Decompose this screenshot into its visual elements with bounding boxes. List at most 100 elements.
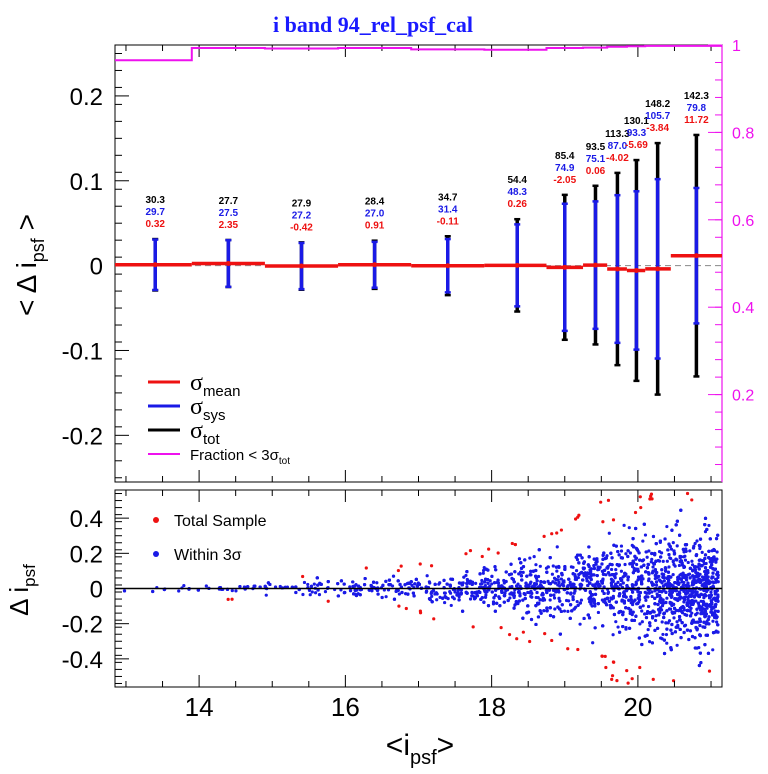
within-3sigma-point [204,584,208,588]
within-3sigma-point [546,565,550,569]
within-3sigma-point [633,554,637,558]
within-3sigma-point [690,568,695,572]
within-3sigma-point [706,617,710,622]
within-3sigma-point [624,627,628,631]
within-3sigma-point [493,565,497,569]
within-3sigma-point [595,557,599,561]
within-3sigma-point [371,580,376,584]
within-3sigma-point [636,567,640,571]
within-3sigma-point [654,614,658,618]
within-3sigma-point [650,557,654,561]
within-3sigma-point [616,625,620,629]
within-3sigma-point [640,559,645,563]
within-3sigma-point [632,545,636,549]
within-3sigma-point [548,613,553,618]
within-3sigma-point [495,601,499,605]
within-3sigma-point [582,566,586,570]
within-3sigma-point [671,584,675,588]
within-3sigma-point [688,629,693,633]
within-3sigma-point [661,559,665,563]
within-3sigma-point [607,599,611,603]
within-3sigma-point [647,611,651,615]
top-panel: -0.2 -0.1 0 0.1 0.2 0.2 0.4 0.6 0.8 1 30.329.70.3… [11,38,754,483]
tot-label: 113.3 [605,129,630,140]
within-3sigma-point [537,548,541,552]
within-3sigma-point [614,544,618,548]
total-sample-point [230,597,234,601]
within-3sigma-point [630,564,635,569]
within-3sigma-point [596,610,601,615]
within-3sigma-point [670,603,674,607]
within-3sigma-point [545,606,549,610]
within-3sigma-point [697,567,701,571]
within-3sigma-point [701,607,705,611]
within-3sigma-point [627,598,631,602]
within-3sigma-point [483,595,488,599]
within-3sigma-point [310,590,314,594]
within-3sigma-point [474,581,478,585]
scatter-points [122,491,720,685]
total-sample-point [566,647,570,651]
within-3sigma-point [664,600,668,605]
within-3sigma-point [428,597,432,602]
within-3sigma-point [531,584,535,589]
within-3sigma-point [678,533,682,537]
within-3sigma-point [697,606,701,610]
within-3sigma-point [448,583,452,587]
within-3sigma-point [615,562,619,567]
within-3sigma-point [522,591,526,596]
within-3sigma-point [704,622,708,626]
within-3sigma-point [551,580,555,584]
within-3sigma-point [657,559,662,563]
legend-marker [153,551,159,557]
within-3sigma-point [513,570,517,574]
within-3sigma-point [451,595,455,599]
within-3sigma-point [545,590,549,595]
within-3sigma-point [587,616,592,620]
within-3sigma-point [375,588,380,592]
within-3sigma-point [651,614,655,619]
within-3sigma-point [700,610,704,614]
within-3sigma-point [627,626,632,630]
within-3sigma-point [604,556,608,560]
within-3sigma-point [650,594,654,599]
within-3sigma-point [676,609,681,613]
within-3sigma-point [196,588,200,592]
tot-label: 93.5 [586,142,606,153]
within-3sigma-point [707,555,711,560]
within-3sigma-point [553,607,557,611]
within-3sigma-point [708,565,713,569]
within-3sigma-point [558,584,562,588]
within-3sigma-point [640,620,644,624]
within-3sigma-point [699,592,703,596]
within-3sigma-point [521,616,525,620]
within-3sigma-point [591,583,595,587]
within-3sigma-point [435,598,439,602]
within-3sigma-point [694,625,698,630]
total-sample-point [649,494,653,498]
within-3sigma-point [548,598,552,602]
within-3sigma-point [604,573,608,577]
within-3sigma-point [612,612,617,617]
within-3sigma-point [674,523,678,527]
within-3sigma-point [668,601,672,605]
total-sample-point [600,654,604,658]
total-sample-point [638,665,642,670]
within-3sigma-point [573,589,577,593]
bin-mean-marker [693,253,699,259]
within-3sigma-point [238,584,242,589]
within-3sigma-point [668,607,673,611]
within-3sigma-point [697,573,701,578]
total-sample-point [685,491,690,496]
within-3sigma-point [457,598,461,602]
within-3sigma-point [688,609,692,613]
within-3sigma-point [691,582,696,586]
within-3sigma-point [534,574,538,578]
within-3sigma-point [714,537,719,541]
within-3sigma-point [623,571,627,575]
within-3sigma-point [508,596,512,600]
bin-errorbar [264,241,339,291]
within-3sigma-point [589,602,593,606]
within-3sigma-point [571,572,575,576]
within-3sigma-point [660,604,665,608]
